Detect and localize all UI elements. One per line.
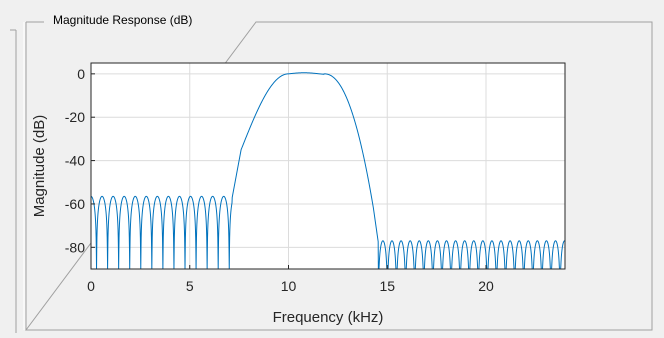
y-tick-label: -60 [65,196,85,212]
y-tick-label: 0 [77,66,85,82]
grid [90,63,565,269]
series-group [91,72,565,269]
x-tick-label: 15 [379,278,395,294]
x-axis-label: Frequency (kHz) [273,309,384,326]
y-axis-label: Magnitude (dB) [31,115,48,218]
magnitude-response-line [91,72,565,269]
y-tick-label: -40 [65,153,85,169]
y-tick-label: -20 [65,109,85,125]
x-tick-label: 0 [87,278,95,294]
x-tick-label: 10 [281,278,297,294]
plot-frame [90,62,566,270]
y-tick-label: -80 [65,239,85,255]
x-tick-label: 20 [478,278,494,294]
y-axis: 0 -20 -40 -60 -80 [65,66,95,255]
x-tick-label: 5 [186,278,194,294]
panel-title: Magnitude Response (dB) [50,13,196,27]
x-axis: 0 5 10 15 20 [87,265,494,294]
